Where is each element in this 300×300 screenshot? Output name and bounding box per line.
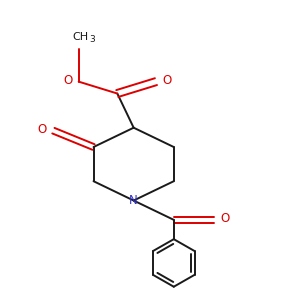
Text: O: O [63,74,72,87]
Text: O: O [38,123,47,136]
Text: CH: CH [72,32,88,42]
Text: N: N [129,194,138,207]
Text: O: O [220,212,230,225]
Text: O: O [163,74,172,87]
Text: 3: 3 [89,34,95,43]
